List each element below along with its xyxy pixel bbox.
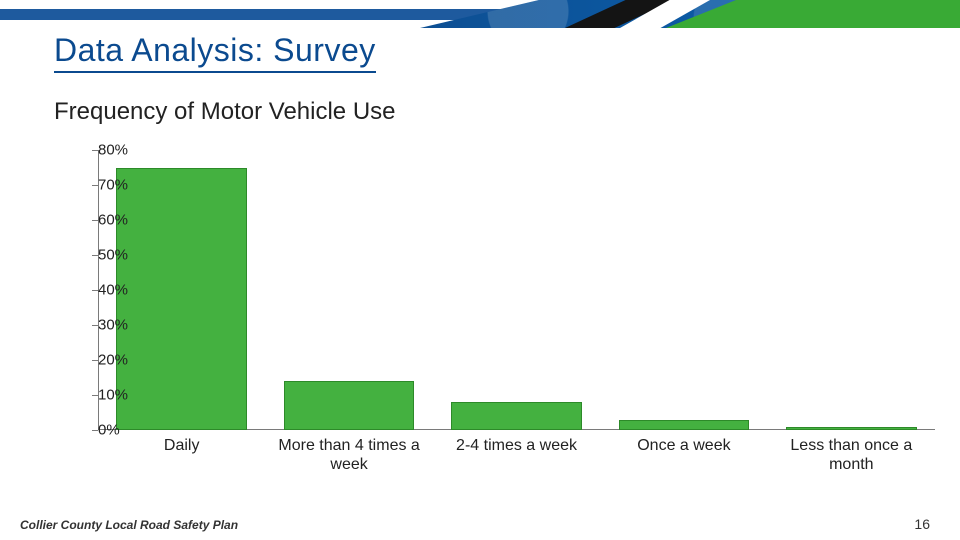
footer-text: Collier County Local Road Safety Plan (20, 518, 238, 532)
header-banner (0, 0, 960, 28)
y-tick-label: 30% (98, 317, 106, 334)
slide-title: Data Analysis: Survey (54, 32, 376, 73)
x-axis-labels: DailyMore than 4 times a week2-4 times a… (98, 436, 935, 474)
x-label: Daily (98, 436, 265, 474)
bar (284, 381, 415, 430)
bar-slot (433, 150, 600, 430)
x-label: 2-4 times a week (433, 436, 600, 474)
bar (116, 168, 247, 431)
y-tick-label: 10% (98, 387, 106, 404)
bars-container (98, 150, 935, 430)
bar-slot (600, 150, 767, 430)
y-tick-label: 70% (98, 177, 106, 194)
bar-slot (265, 150, 432, 430)
x-label: More than 4 times a week (265, 436, 432, 474)
slide-subtitle: Frequency of Motor Vehicle Use (54, 98, 396, 126)
bar (451, 402, 582, 430)
page-number: 16 (914, 516, 930, 532)
bar-slot (768, 150, 935, 430)
y-tick-label: 60% (98, 212, 106, 229)
x-label: Less than once a month (768, 436, 935, 474)
y-tick-label: 80% (98, 142, 106, 159)
y-tick-label: 50% (98, 247, 106, 264)
bar (619, 420, 750, 431)
y-tick-label: 40% (98, 282, 106, 299)
y-tick-label: 20% (98, 352, 106, 369)
frequency-chart: 0%10%20%30%40%50%60%70%80% DailyMore tha… (40, 150, 935, 480)
x-label: Once a week (600, 436, 767, 474)
bar (786, 427, 917, 431)
